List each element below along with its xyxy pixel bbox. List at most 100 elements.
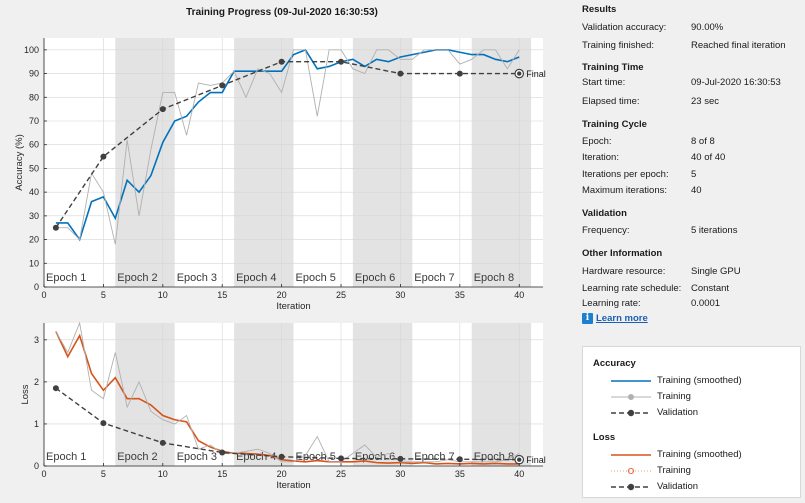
validation-point bbox=[397, 455, 404, 462]
epoch-band bbox=[234, 323, 294, 466]
info-value: 0.0001 bbox=[691, 298, 721, 309]
epoch-label: Epoch 3 bbox=[177, 451, 217, 463]
final-label: Final bbox=[526, 455, 546, 465]
x-tick-label: 30 bbox=[395, 290, 405, 300]
validation-point bbox=[52, 224, 59, 231]
validation-final-marker-dot bbox=[517, 71, 522, 76]
info-value: 40 bbox=[691, 185, 702, 196]
validation-point bbox=[456, 456, 463, 463]
accuracy-plot: Epoch 1 Epoch 2 Epoch 3 Epoch 4 Epoch 5 Epoch… bbox=[14, 38, 546, 312]
legend-loss-title: Loss bbox=[593, 432, 616, 443]
info-key: Frequency: bbox=[582, 225, 630, 236]
y-tick-label: 30 bbox=[29, 211, 39, 221]
y-axis-label: Loss bbox=[20, 384, 31, 404]
info-key: Learning rate schedule: bbox=[582, 283, 682, 294]
learn-more[interactable]: i Learn more bbox=[582, 313, 648, 324]
x-tick-label: 25 bbox=[336, 290, 346, 300]
legend-accuracy-training: Training bbox=[611, 390, 796, 404]
info-value: Constant bbox=[691, 283, 730, 294]
info-section-time-title: Training Time bbox=[582, 62, 644, 73]
epoch-label: Epoch 5 bbox=[296, 272, 336, 284]
validation-point bbox=[100, 420, 107, 427]
info-section-validation-title: Validation bbox=[582, 208, 627, 219]
y-axis-label: Accuracy (%) bbox=[14, 134, 25, 190]
epoch-band bbox=[471, 323, 532, 466]
series-training-line bbox=[55, 321, 520, 463]
validation-point bbox=[219, 449, 226, 456]
validation-point bbox=[338, 455, 345, 462]
training-plots: Training Progress (09-Jul-2020 16:30:53)… bbox=[14, 7, 546, 491]
x-tick-label: 35 bbox=[455, 469, 465, 479]
epoch-label: Epoch 2 bbox=[117, 272, 157, 284]
epoch-label: Epoch 6 bbox=[355, 272, 395, 284]
y-tick-label: 2 bbox=[34, 377, 39, 387]
validation-point bbox=[52, 385, 59, 392]
info-key: Hardware resource: bbox=[582, 266, 666, 277]
learn-more-link[interactable]: Learn more bbox=[596, 313, 648, 324]
y-tick-label: 20 bbox=[29, 235, 39, 245]
info-value: 40 of 40 bbox=[691, 152, 726, 163]
plot-title: Training Progress (09-Jul-2020 16:30:53) bbox=[186, 7, 378, 18]
legend-accuracy-validation: Validation bbox=[611, 406, 796, 420]
y-tick-label: 100 bbox=[24, 45, 39, 55]
info-value: 23 sec bbox=[691, 96, 719, 107]
validation-point bbox=[397, 70, 404, 77]
y-tick-label: 60 bbox=[29, 140, 39, 150]
info-key: Iterations per epoch: bbox=[582, 169, 669, 180]
x-tick-label: 10 bbox=[158, 469, 168, 479]
epoch-label: Epoch 8 bbox=[474, 451, 514, 463]
validation-point bbox=[159, 106, 166, 113]
x-tick-label: 0 bbox=[41, 469, 46, 479]
x-tick-label: 25 bbox=[336, 469, 346, 479]
info-value: 09-Jul-2020 16:30:53 bbox=[691, 77, 781, 88]
x-tick-label: 20 bbox=[277, 469, 287, 479]
info-value: 5 iterations bbox=[691, 225, 738, 236]
validation-point bbox=[278, 58, 285, 65]
epoch-band bbox=[352, 323, 413, 466]
y-tick-label: 0 bbox=[34, 282, 39, 292]
series-smoothed-line bbox=[55, 331, 520, 465]
series-training-line bbox=[55, 49, 520, 245]
info-value: Single GPU bbox=[691, 266, 741, 277]
x-axis-label: Iteration bbox=[276, 480, 310, 491]
loss-plot: Epoch 1 Epoch 2 Epoch 3 Epoch 4 Epoch 5 Epoch… bbox=[20, 321, 546, 491]
info-key: Elapsed time: bbox=[582, 96, 640, 107]
x-tick-label: 10 bbox=[158, 290, 168, 300]
validation-point bbox=[338, 58, 345, 65]
info-icon: i bbox=[582, 313, 593, 324]
legend-dashed-marker-icon bbox=[611, 409, 651, 417]
x-tick-label: 40 bbox=[514, 290, 524, 300]
legend-panel: Accuracy Training (smoothed) Training Va… bbox=[582, 346, 801, 498]
info-key: Learning rate: bbox=[582, 298, 641, 309]
legend-blue-line-icon bbox=[611, 380, 651, 382]
info-key: Iteration: bbox=[582, 152, 619, 163]
epoch-label: Epoch 7 bbox=[414, 451, 454, 463]
validation-final-marker-dot bbox=[517, 457, 522, 462]
legend-orange-dotted-icon bbox=[611, 467, 651, 475]
x-tick-label: 35 bbox=[455, 290, 465, 300]
x-tick-label: 5 bbox=[101, 469, 106, 479]
x-tick-label: 15 bbox=[217, 469, 227, 479]
info-value: 8 of 8 bbox=[691, 136, 715, 147]
y-tick-label: 1 bbox=[34, 419, 39, 429]
legend-loss-validation: Validation bbox=[611, 480, 796, 494]
legend-orange-line-icon bbox=[611, 454, 651, 456]
y-tick-label: 70 bbox=[29, 116, 39, 126]
y-tick-label: 80 bbox=[29, 92, 39, 102]
epoch-label: Epoch 1 bbox=[46, 272, 86, 284]
info-value: 90.00% bbox=[691, 22, 724, 33]
validation-point bbox=[219, 82, 226, 89]
legend-accuracy-title: Accuracy bbox=[593, 358, 636, 369]
y-tick-label: 0 bbox=[34, 461, 39, 471]
validation-point bbox=[159, 439, 166, 446]
validation-point bbox=[100, 153, 107, 160]
epoch-label: Epoch 4 bbox=[236, 272, 276, 284]
legend-accuracy-smoothed: Training (smoothed) bbox=[611, 374, 796, 388]
x-tick-label: 40 bbox=[514, 469, 524, 479]
legend-loss-training: Training bbox=[611, 464, 796, 478]
info-value: 5 bbox=[691, 169, 697, 180]
x-tick-label: 5 bbox=[101, 290, 106, 300]
info-section-cycle-title: Training Cycle bbox=[582, 119, 647, 130]
info-key: Validation accuracy: bbox=[582, 22, 667, 33]
epoch-band bbox=[234, 38, 294, 287]
